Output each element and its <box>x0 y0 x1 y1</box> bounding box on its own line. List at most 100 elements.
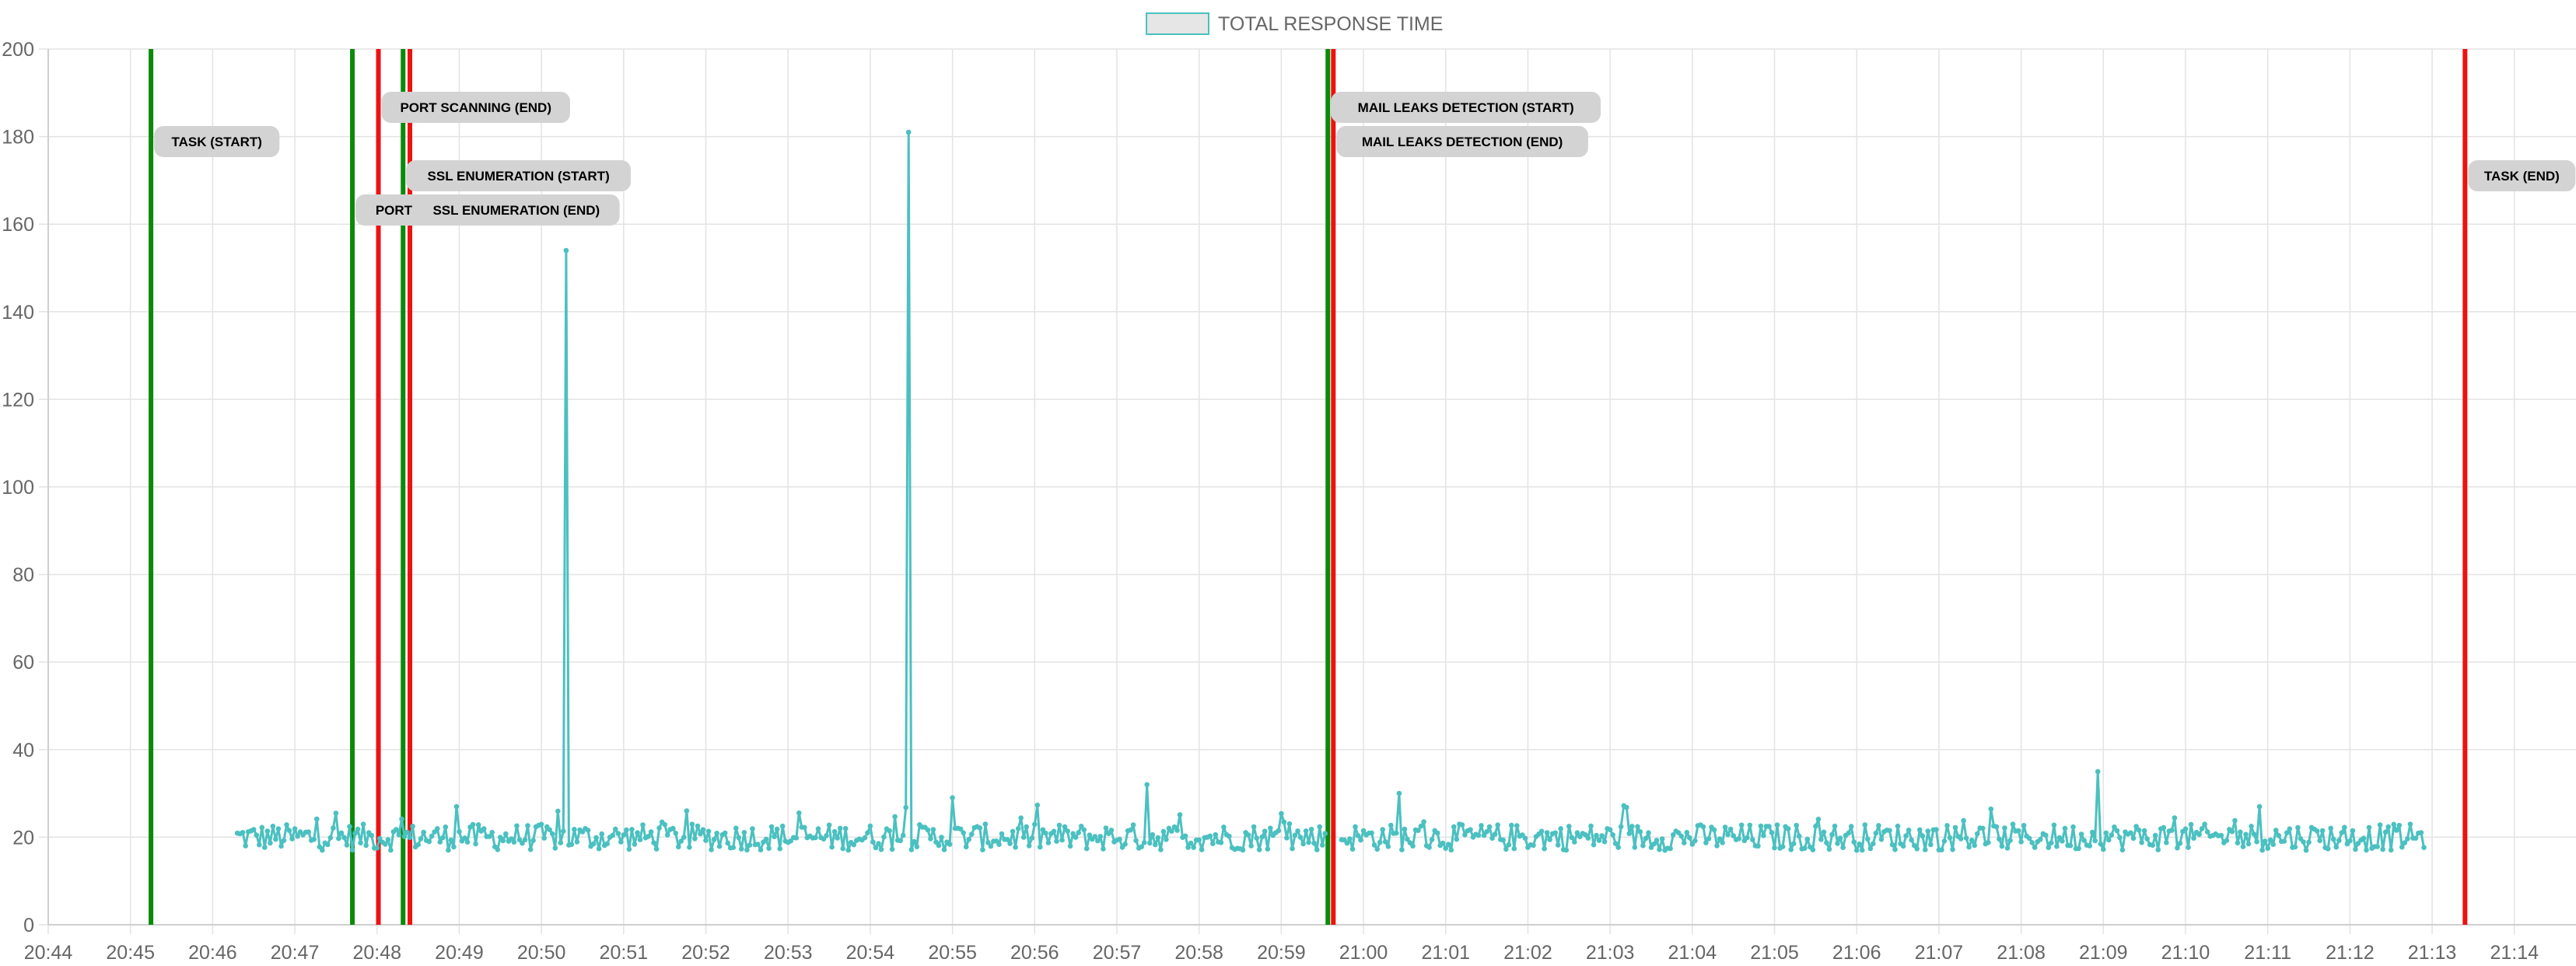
data-point <box>2021 823 2027 828</box>
data-point <box>1558 826 1563 831</box>
data-point <box>1262 828 1268 834</box>
data-point <box>1295 828 1300 834</box>
data-point <box>1837 835 1843 841</box>
data-point <box>1489 835 1495 841</box>
data-point <box>2095 768 2101 775</box>
data-point <box>2218 832 2224 838</box>
x-tick-label: 21:05 <box>1750 942 1799 964</box>
data-point <box>1643 835 1649 842</box>
data-point <box>429 833 435 839</box>
data-point <box>993 838 999 844</box>
y-tick-label: 80 <box>12 565 34 586</box>
data-point <box>1678 833 1684 839</box>
x-tick-label: 20:54 <box>846 942 895 964</box>
data-point <box>842 826 849 831</box>
data-point <box>1073 835 1079 840</box>
data-point <box>966 836 971 842</box>
data-point <box>2303 847 2309 853</box>
data-point <box>2089 829 2095 835</box>
data-point <box>270 824 276 829</box>
data-point <box>912 838 917 845</box>
data-point <box>1934 827 1939 832</box>
data-point <box>2169 828 2175 833</box>
y-tick-label: 20 <box>12 827 34 849</box>
x-tick-label: 21:03 <box>1586 942 1635 964</box>
data-point <box>2112 824 2117 830</box>
data-point <box>1213 831 1219 838</box>
data-point <box>1034 802 1041 808</box>
data-point <box>1284 835 1290 841</box>
data-point <box>2018 839 2024 845</box>
data-point <box>1078 824 1084 829</box>
data-point <box>525 823 530 828</box>
data-point <box>648 829 654 835</box>
data-point <box>2232 817 2238 824</box>
data-point <box>1199 847 1205 852</box>
data-point <box>1818 837 1824 842</box>
data-point <box>1552 830 1558 836</box>
legend[interactable]: TOTAL RESPONSE TIME <box>1146 12 1443 35</box>
x-tick-label: 21:13 <box>2408 942 2457 964</box>
data-point <box>1429 837 1435 842</box>
data-point <box>1761 833 1766 838</box>
data-point <box>1637 829 1643 835</box>
x-tick-label: 21:09 <box>2079 942 2128 964</box>
data-point <box>500 838 506 844</box>
data-point <box>1648 845 1654 850</box>
data-point <box>1920 833 1926 839</box>
data-point <box>2144 836 2150 842</box>
data-point <box>2054 843 2060 849</box>
data-point <box>646 834 651 839</box>
data-point <box>1160 828 1167 835</box>
data-point <box>1514 823 1520 828</box>
data-point <box>1963 835 1969 841</box>
data-point <box>1018 815 1024 821</box>
data-point <box>1873 830 1879 836</box>
data-point <box>1857 841 1862 847</box>
data-point <box>1703 840 1709 845</box>
data-point <box>1509 822 1514 828</box>
data-point <box>2388 847 2394 853</box>
data-point <box>1862 822 1868 828</box>
data-point <box>473 841 478 847</box>
data-point <box>898 838 903 844</box>
data-point <box>374 845 380 851</box>
data-point <box>2004 845 2011 851</box>
data-point <box>788 838 793 844</box>
data-point <box>1601 838 1608 845</box>
data-point <box>1347 836 1353 842</box>
data-point <box>1150 831 1156 838</box>
data-point <box>1766 824 1772 829</box>
data-point <box>2002 825 2007 831</box>
data-point <box>930 827 936 832</box>
data-point <box>1276 828 1282 834</box>
x-tick-label: 21:12 <box>2326 942 2375 964</box>
data-point <box>385 837 391 842</box>
data-point <box>495 847 501 852</box>
data-point <box>2391 821 2396 828</box>
y-tick-label: 180 <box>2 127 34 149</box>
data-point <box>774 826 780 832</box>
data-point <box>618 839 624 845</box>
data-point <box>736 835 742 841</box>
data-point <box>1076 830 1081 835</box>
annotation-label: MAIL LEAKS DETECTION (START) <box>1358 100 1574 115</box>
x-tick-label: 21:08 <box>1997 942 2046 964</box>
data-point <box>963 844 969 850</box>
x-tick-label: 21:10 <box>2161 942 2210 964</box>
data-point <box>1468 827 1473 832</box>
data-point <box>941 847 947 852</box>
data-point <box>999 831 1005 837</box>
data-point <box>1909 837 1914 843</box>
data-point <box>1755 843 1761 849</box>
data-point <box>1769 830 1775 835</box>
data-point <box>758 847 764 852</box>
data-point <box>1555 842 1561 848</box>
data-point <box>1421 819 1426 824</box>
data-point <box>1585 835 1591 841</box>
data-point <box>2177 841 2183 846</box>
data-point <box>1440 840 1446 846</box>
data-point <box>681 835 687 840</box>
annotation-label: PORT SCANNING (END) <box>400 100 551 115</box>
